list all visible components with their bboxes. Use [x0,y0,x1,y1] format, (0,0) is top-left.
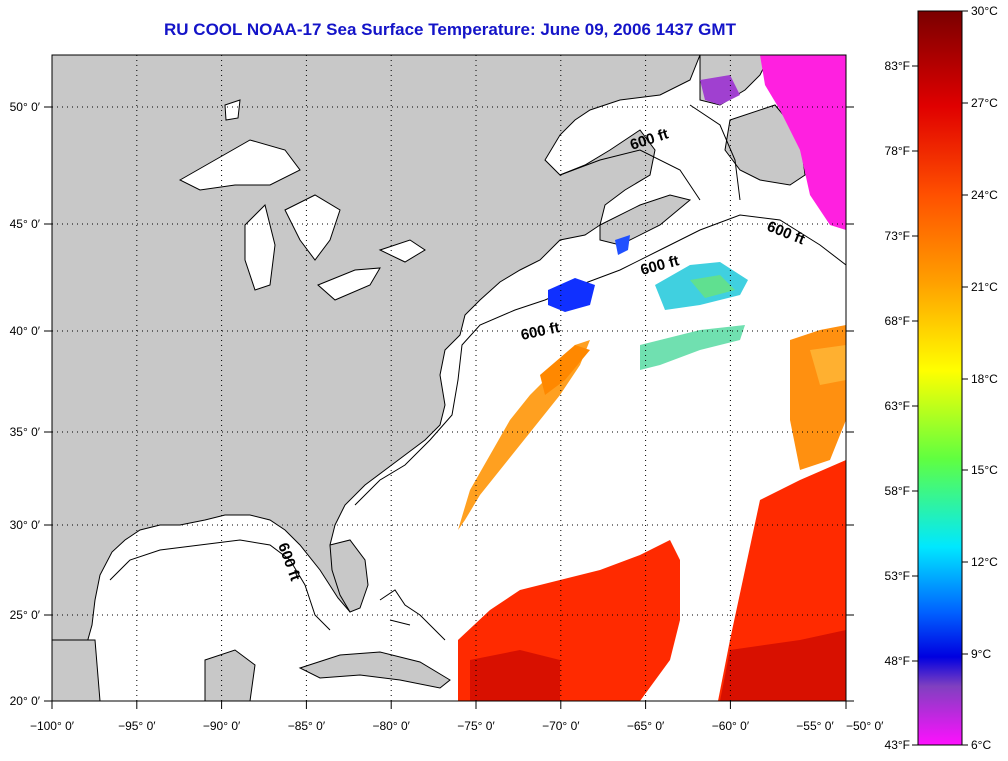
lon-label: −50° 0′ [846,719,884,733]
shelf-contour-north [559,104,741,201]
lon-label: −90° 0′ [203,719,241,733]
lat-label: 45° 0′ [10,217,41,231]
fahrenheit-label: 58°F [885,484,910,498]
celsius-label: 18°C [971,372,998,386]
sst-data [458,55,846,701]
land-bahamas [379,589,446,641]
shelf-contour-gulf [109,539,331,631]
lat-label: 50° 0′ [10,100,41,114]
fahrenheit-label: 48°F [885,654,910,668]
lon-label: −60° 0′ [712,719,750,733]
land-north-america [52,55,701,701]
lat-label: 35° 0′ [10,425,41,439]
fahrenheit-label: 83°F [885,59,910,73]
colorbar-gradient [917,10,963,746]
lat-label: 20° 0′ [10,694,41,708]
tick-marks [44,106,854,709]
celsius-label: 24°C [971,188,998,202]
celsius-label: 9°C [971,647,991,661]
lon-label: −100° 0′ [30,719,75,733]
lat-label: 40° 0′ [10,324,41,338]
fahrenheit-label: 53°F [885,569,910,583]
map-title: RU COOL NOAA-17 Sea Surface Temperature:… [164,20,736,39]
fahrenheit-label: 73°F [885,229,910,243]
celsius-label: 21°C [971,280,998,294]
latitude-labels: 20° 0′ 25° 0′ 30° 0′ 35° 0′ 40° 0′ 45° 0… [10,100,41,708]
longitude-labels: −100° 0′ −95° 0′ −90° 0′ −85° 0′ −80° 0′… [30,719,884,733]
colorbar: 30°C 27°C 24°C 21°C 18°C 15°C 12°C 9°C 6… [885,4,999,752]
map-frame [51,54,847,702]
celsius-label: 30°C [971,4,998,18]
celsius-label: 15°C [971,463,998,477]
shelf-contour-atlantic [354,214,846,506]
fahrenheit-label: 78°F [885,144,910,158]
great-lakes [178,99,426,301]
lat-label: 25° 0′ [10,608,41,622]
lon-label: −85° 0′ [288,719,326,733]
celsius-label: 12°C [971,555,998,569]
lon-label: −75° 0′ [457,719,495,733]
celsius-label: 27°C [971,96,998,110]
lon-label: −65° 0′ [627,719,665,733]
lon-label: −55° 0′ [796,719,834,733]
lon-label: −95° 0′ [118,719,156,733]
land-cuba [298,651,451,689]
land-nova-scotia [599,194,692,246]
fahrenheit-label: 43°F [885,738,910,752]
celsius-label: 6°C [971,738,991,752]
fahrenheit-label: 63°F [885,399,910,413]
land-florida [329,539,369,613]
lon-label: −80° 0′ [372,719,410,733]
lat-label: 30° 0′ [10,518,41,532]
land-yucatan [52,639,256,701]
fahrenheit-label: 68°F [885,314,910,328]
lon-label: −70° 0′ [542,719,580,733]
